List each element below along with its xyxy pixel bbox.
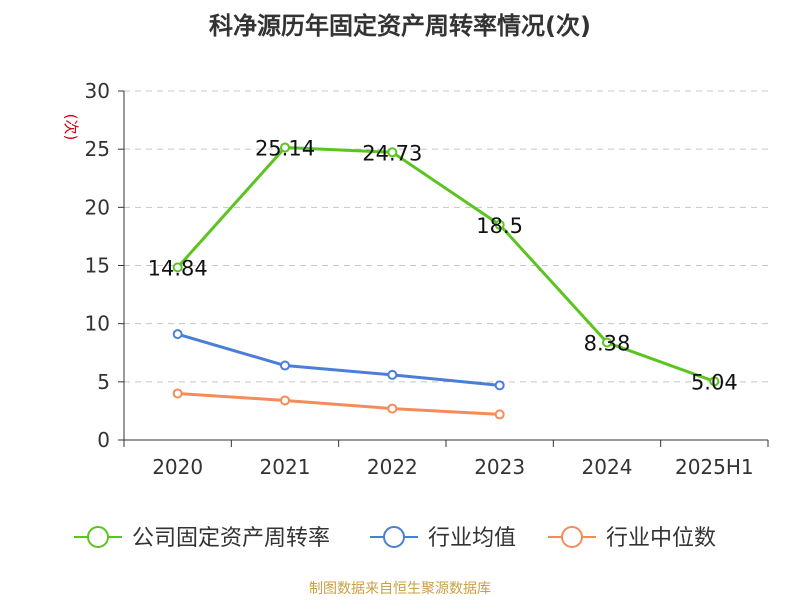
legend-marker [383,526,405,548]
data-point [280,395,290,406]
y-tick-label: 30 [85,79,110,103]
data-label: 24.73 [362,141,422,165]
data-point [709,376,720,387]
data-point [172,388,183,399]
data-point [280,360,290,371]
y-tick-label: 25 [85,137,110,161]
y-tick-label: 0 [97,428,110,452]
data-point [602,337,612,348]
chart-title: 科净源历年固定资产周转率情况(次) [209,12,591,40]
data-point [494,219,505,230]
data-label: 25.14 [255,137,315,161]
gridlines [124,90,768,383]
y-tick-label: 10 [85,312,110,336]
legend-marker [87,526,109,548]
legend-marker [561,526,583,548]
legend-label: 行业均值 [428,526,516,551]
data-point [387,403,398,414]
y-axis-label: (次) [62,114,80,141]
data-point [172,262,183,273]
data-label: 18.5 [476,214,523,238]
legend-label: 行业中位数 [606,526,716,551]
data-label: 8.38 [584,332,631,356]
data-label: 5.04 [691,370,738,394]
legend-label: 公司固定资产周转率 [132,526,330,551]
data-point [172,329,183,340]
data-point [494,380,505,391]
y-tick-label: 5 [97,370,110,394]
series-line-2 [177,332,500,387]
x-tick-label: 2023 [474,455,525,479]
x-tick-label: 2024 [582,455,633,479]
legend: 公司固定资产周转率 行业均值 行业中位数 [74,526,716,551]
axes: 0 5 10 15 20 25 30 2020 2021 2022 2023 2024 2025H1 (次… [62,79,769,479]
x-tick-label: 2022 [367,455,418,479]
series-line-1 [176,146,715,383]
series-line-3 [177,391,500,416]
y-tick-label: 20 [85,195,110,219]
data-labels: 14.84 25.14 24.73 18.5 8.38 5.04 [148,137,738,395]
series-lines [172,142,720,420]
data-label: 14.84 [148,256,208,280]
x-tick-label: 2020 [152,455,203,479]
data-point [387,147,398,158]
x-tick-label: 2025H1 [675,455,754,479]
data-point [280,142,290,153]
data-point [387,369,398,380]
data-point [494,409,505,420]
source-note: 制图数据来自恒生聚源数据库 [309,581,491,597]
x-tick-label: 2021 [260,455,311,479]
y-tick-label: 15 [85,254,110,278]
